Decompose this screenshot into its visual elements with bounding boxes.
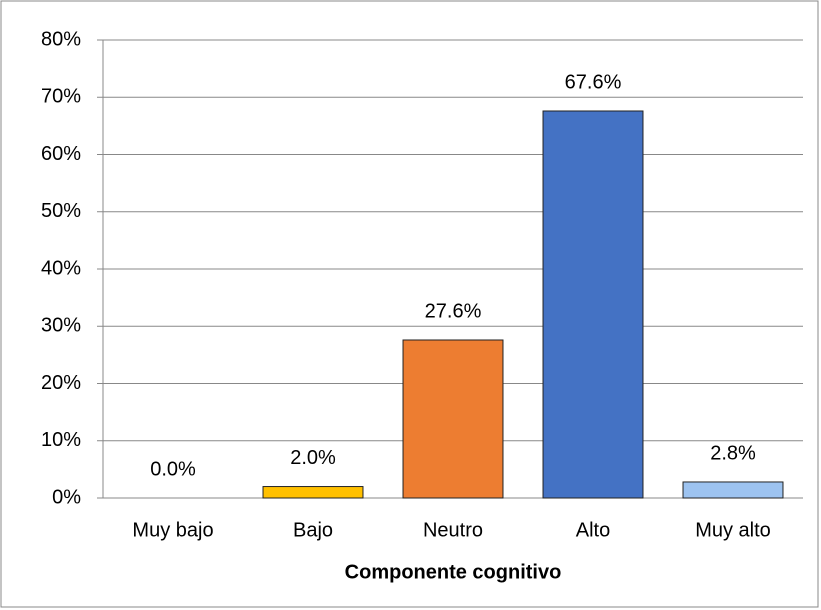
value-label: 2.8% — [710, 442, 756, 464]
x-tick-label: Alto — [576, 519, 610, 541]
bar — [542, 110, 644, 499]
y-tick-label: 80% — [41, 28, 81, 50]
value-label: 0.0% — [150, 458, 196, 480]
value-label: 27.6% — [425, 300, 482, 322]
y-tick-label: 70% — [41, 86, 81, 108]
x-axis-label: Componente cognitivo — [345, 561, 562, 583]
y-tick-label: 10% — [41, 429, 81, 451]
x-tick-label: Neutro — [423, 519, 483, 541]
value-label: 67.6% — [565, 71, 622, 93]
x-tick-label: Muy bajo — [132, 519, 213, 541]
bar — [402, 339, 504, 499]
y-tick-label: 60% — [41, 143, 81, 165]
y-tick-label: 0% — [52, 486, 81, 508]
y-tick-label: 30% — [41, 315, 81, 337]
y-tick-label: 20% — [41, 372, 81, 394]
bar — [682, 481, 784, 499]
value-label: 2.0% — [290, 447, 336, 469]
x-tick-label: Muy alto — [695, 519, 771, 541]
bar — [262, 486, 364, 499]
y-tick-label: 40% — [41, 257, 81, 279]
x-tick-label: Bajo — [293, 519, 333, 541]
y-tick-label: 50% — [41, 200, 81, 222]
